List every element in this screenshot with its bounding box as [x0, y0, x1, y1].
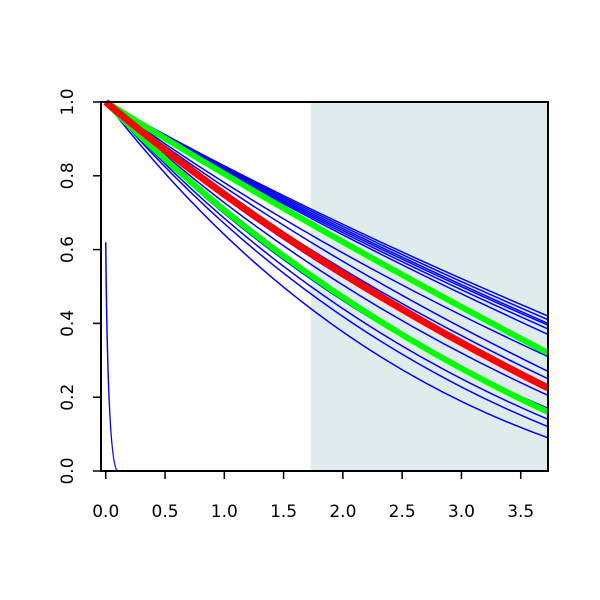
x-tick-label: 0.0	[92, 502, 119, 522]
y-axis: 0.0 0.2 0.4 0.6 0.8 1.0	[58, 88, 101, 485]
x-tick-label: 2.0	[329, 502, 356, 522]
y-tick-label: 0.8	[58, 162, 78, 189]
y-tick-label: 0.4	[58, 310, 78, 337]
plot-frame	[100, 101, 549, 472]
series-line-14	[105, 101, 549, 421]
series-line-17	[104, 99, 550, 356]
series-line-15	[105, 101, 549, 428]
x-tick-label: 1.5	[270, 502, 297, 522]
series-line-18	[103, 99, 550, 415]
series-layer	[103, 99, 550, 472]
series-line-1	[104, 242, 548, 472]
series-line-19	[103, 99, 550, 392]
y-tick-label: 1.0	[58, 88, 78, 115]
series-line-16	[105, 101, 549, 439]
x-tick-label: 3.0	[448, 502, 475, 522]
y-tick-label: 0.6	[58, 236, 78, 263]
x-tick-label: 1.0	[211, 502, 238, 522]
x-tick-label: 3.5	[507, 502, 534, 522]
series-line-8	[105, 101, 549, 358]
x-tick-label: 0.5	[152, 502, 179, 522]
x-tick-label: 2.5	[389, 502, 416, 522]
y-tick-label: 0.2	[58, 384, 78, 411]
y-tick-label: 0.0	[58, 457, 78, 484]
x-axis: 0.0 0.5 1.0 1.5 2.0 2.5 3.0 3.5	[92, 471, 534, 522]
